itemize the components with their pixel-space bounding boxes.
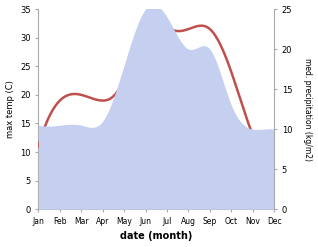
X-axis label: date (month): date (month) — [120, 231, 192, 242]
Y-axis label: max temp (C): max temp (C) — [5, 80, 15, 138]
Y-axis label: med. precipitation (kg/m2): med. precipitation (kg/m2) — [303, 58, 313, 161]
